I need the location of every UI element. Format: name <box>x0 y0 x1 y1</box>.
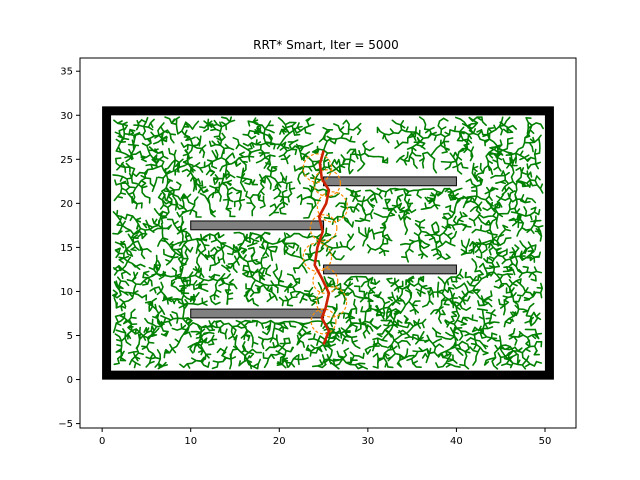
x-tick-label: 40 <box>450 436 463 447</box>
planned-path-layer <box>313 150 331 345</box>
x-tick-label: 50 <box>539 436 552 447</box>
x-axis: 0 10 20 30 40 50 <box>99 428 551 447</box>
y-tick-label: 20 <box>60 199 73 210</box>
beacon-circle <box>315 286 348 318</box>
y-tick-label: 10 <box>60 287 73 298</box>
obstacle-rect <box>190 220 325 231</box>
chart-title: RRT* Smart, Iter = 5000 <box>253 38 399 52</box>
planned-path <box>313 150 331 345</box>
rrt-tree <box>112 116 544 370</box>
y-tick-label: −5 <box>58 419 73 430</box>
beacon-circle <box>309 214 338 242</box>
x-tick-label: 0 <box>99 436 105 447</box>
y-tick-label: 15 <box>60 243 73 254</box>
x-tick-label: 20 <box>273 436 286 447</box>
beacon-circle <box>302 153 333 183</box>
y-axis: −5 0 5 10 15 20 25 30 35 <box>58 67 80 430</box>
obstacle-rect <box>323 176 457 187</box>
beacon-circle <box>316 191 349 223</box>
y-tick-label: 0 <box>67 375 73 386</box>
x-tick-label: 10 <box>184 436 197 447</box>
beacon-circle <box>312 267 339 294</box>
y-tick-label: 25 <box>60 155 73 166</box>
tree-edges <box>112 116 544 370</box>
y-tick-label: 30 <box>60 111 73 122</box>
obstacle-rect <box>323 264 457 275</box>
y-tick-label: 35 <box>60 67 73 78</box>
boundary-rect <box>102 106 554 380</box>
plot-frame <box>79 57 577 429</box>
x-tick-label: 30 <box>361 436 374 447</box>
y-tick-label: 5 <box>67 331 73 342</box>
beacon-circle <box>310 308 337 335</box>
obstacle-rect <box>190 308 325 319</box>
boundary-walls <box>102 106 554 380</box>
